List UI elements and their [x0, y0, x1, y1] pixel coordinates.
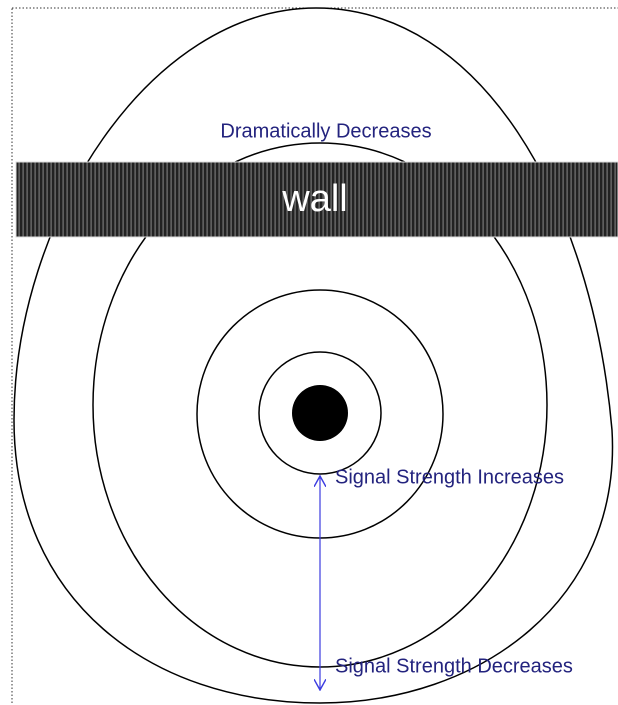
increase-label: Signal Strength Increases [335, 466, 564, 488]
source [292, 385, 348, 441]
top-label: Dramatically Decreases [220, 120, 431, 142]
ring [258, 351, 382, 475]
decrease-label: Signal Strength Decreases [335, 655, 573, 677]
outer-ring [13, 7, 614, 704]
wall-label: wall [281, 178, 347, 220]
frame [11, 7, 618, 705]
wall [15, 161, 618, 238]
